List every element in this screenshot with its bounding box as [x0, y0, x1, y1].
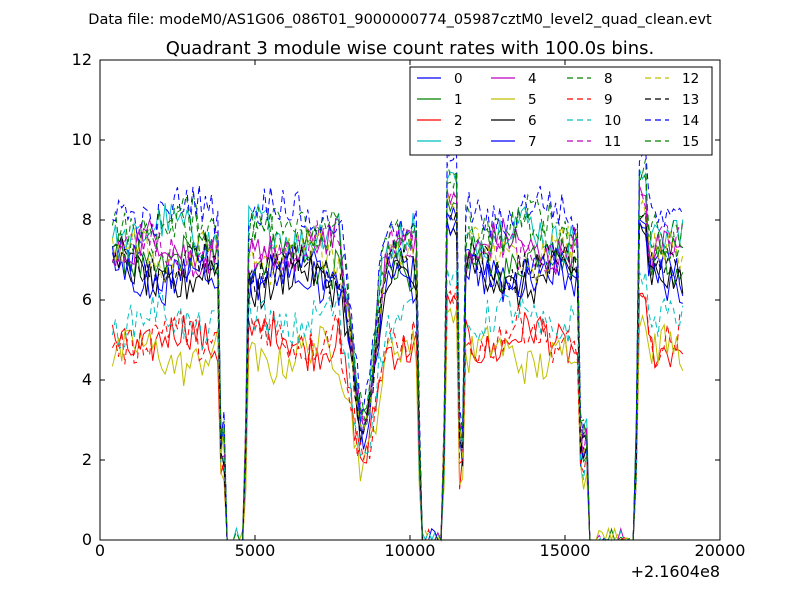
series-2-line: [111, 292, 684, 541]
series-10-line: [111, 268, 684, 541]
x-tick-label: 0: [95, 541, 105, 560]
series-11-line: [111, 190, 683, 541]
plot-series: [111, 148, 684, 542]
legend-label-5: 5: [528, 92, 537, 108]
legend-label-8: 8: [604, 71, 613, 87]
y-tick-label: 0: [82, 530, 92, 549]
y-tick-label: 10: [72, 130, 92, 149]
chart-suptitle: Data file: modeM0/AS1G06_086T01_90000007…: [88, 12, 712, 28]
legend-label-14: 14: [682, 113, 699, 129]
x-tick-label: 5000: [235, 541, 276, 560]
legend-label-6: 6: [528, 113, 537, 129]
legend-label-10: 10: [604, 113, 621, 129]
x-axis: 0 5000 10000 15000 20000: [95, 60, 746, 560]
legend-box: [409, 66, 713, 156]
legend-label-15: 15: [682, 134, 699, 150]
x-offset-label: +2.1604e8: [631, 562, 720, 581]
y-tick-label: 6: [82, 290, 92, 309]
x-tick-label: 15000: [540, 541, 591, 560]
legend-label-1: 1: [454, 92, 463, 108]
series-9-line: [111, 285, 684, 541]
legend-label-4: 4: [528, 71, 537, 87]
y-tick-label: 2: [82, 450, 92, 469]
series-6-line: [111, 221, 684, 541]
legend-label-12: 12: [682, 71, 699, 87]
legend-label-11: 11: [604, 134, 621, 150]
legend-label-0: 0: [454, 71, 463, 87]
x-tick-label: 20000: [695, 541, 746, 560]
y-tick-label: 4: [82, 370, 92, 389]
chart-title: Quadrant 3 module wise count rates with …: [166, 38, 655, 59]
legend-label-13: 13: [682, 92, 699, 108]
y-tick-label: 8: [82, 210, 92, 229]
legend-label-7: 7: [528, 134, 537, 150]
legend-label-9: 9: [604, 92, 613, 108]
legend-label-3: 3: [454, 134, 463, 150]
x-tick-label: 10000: [385, 541, 436, 560]
legend-label-2: 2: [454, 113, 463, 129]
series-15-line: [112, 171, 684, 542]
y-tick-label: 12: [72, 50, 92, 69]
